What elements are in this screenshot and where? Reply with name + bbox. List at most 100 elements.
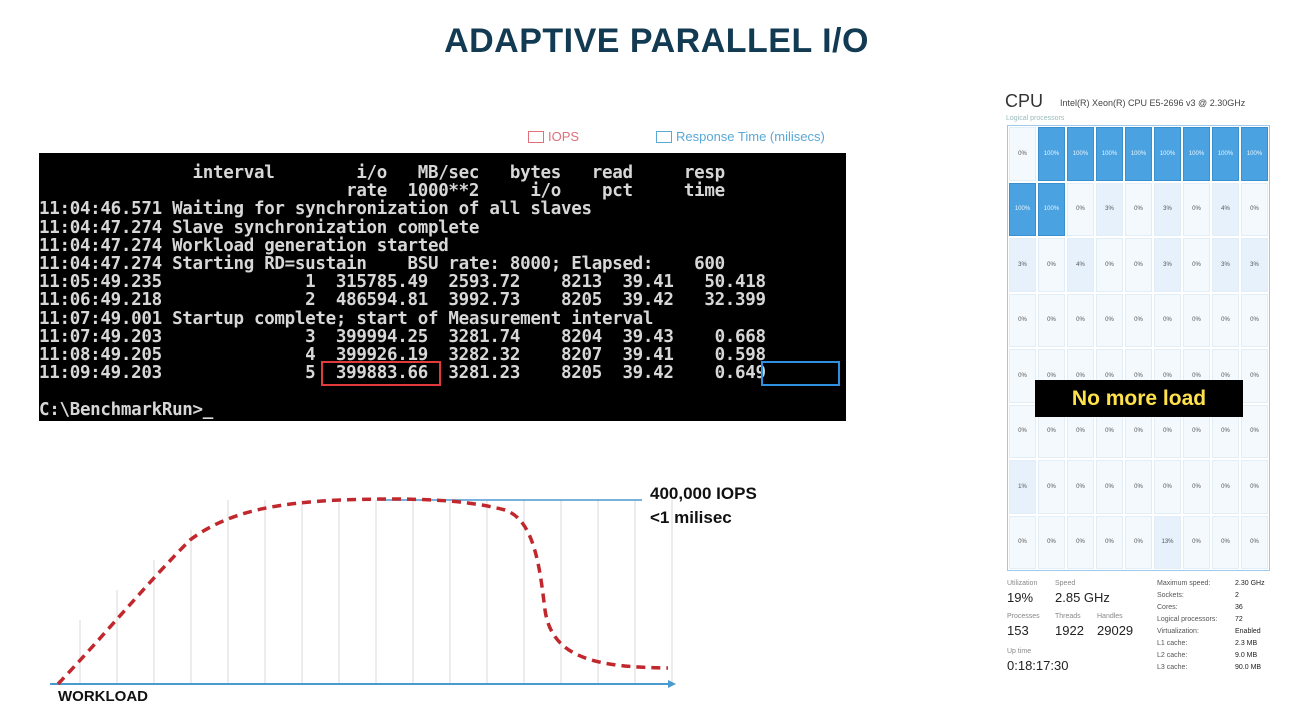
handles-value: 29029: [1097, 623, 1134, 638]
cpu-core-cell: 0%: [1096, 460, 1123, 514]
cpu-core-cell: 3%: [1154, 182, 1181, 236]
cpu-spec-value: Enabled: [1235, 628, 1261, 635]
processes-label: Processes: [1007, 613, 1040, 620]
cpu-core-cell: 100%: [1212, 127, 1239, 181]
cpu-spec-label: Virtualization:: [1157, 628, 1199, 635]
legend-response-time-swatch: [656, 130, 672, 143]
cpu-core-cell: 0%: [1038, 238, 1065, 292]
cpu-core-grid: 0% 100% 100% 100% 100% 100% 100% 100% 100% 100% 10…: [1007, 125, 1270, 571]
cpu-spec-value: 2: [1235, 592, 1239, 599]
cpu-stats: Utilization 19% Speed 2.85 GHz Processes…: [1005, 580, 1275, 680]
cpu-core-cell: 0%: [1241, 460, 1268, 514]
workload-graph: [50, 497, 676, 688]
cpu-core-cell: 0%: [1241, 182, 1268, 236]
page-title: ADAPTIVE PARALLEL I/O: [444, 22, 869, 60]
annotation-iops: 400,000 IOPS: [650, 484, 757, 503]
x-axis-label: WORKLOAD: [58, 688, 148, 705]
cpu-core-cell: 0%: [1241, 515, 1268, 569]
cpu-spec-label: Sockets:: [1157, 592, 1184, 599]
cpu-model: Intel(R) Xeon(R) CPU E5-2696 v3 @ 2.30GH…: [1060, 98, 1246, 108]
cpu-core-cell: 3%: [1212, 238, 1239, 292]
cpu-core-cell: 4%: [1067, 238, 1094, 292]
cpu-core-cell: 100%: [1038, 127, 1065, 181]
cpu-core-cell: 100%: [1009, 182, 1036, 236]
cpu-subtitle: Logical processors: [1006, 115, 1065, 122]
cpu-core-cell: 100%: [1096, 127, 1123, 181]
cpu-core-cell: 0%: [1009, 404, 1036, 458]
iops-highlight-box: [321, 361, 441, 386]
legend-iops-label: IOPS: [548, 129, 580, 144]
cpu-core-cell: 0%: [1125, 515, 1152, 569]
cpu-spec-value: 36: [1235, 604, 1243, 611]
cpu-spec-label: Logical processors:: [1157, 616, 1218, 623]
cpu-core-cell: 0%: [1241, 293, 1268, 347]
legend-iops: IOPS: [528, 129, 579, 144]
cpu-core-cell: 0%: [1125, 238, 1152, 292]
cpu-core-cell: 100%: [1183, 127, 1210, 181]
cpu-core-cell: 0%: [1038, 293, 1065, 347]
graph-gridlines: [79, 500, 673, 684]
cpu-core-cell: 100%: [1038, 182, 1065, 236]
cpu-core-cell: 0%: [1183, 460, 1210, 514]
cpu-core-cell: 0%: [1154, 460, 1181, 514]
x-axis-arrow: [668, 680, 676, 688]
console-window[interactable]: interval i/o MB/sec bytes read resp rate…: [39, 153, 846, 421]
cpu-core-cell: 3%: [1096, 182, 1123, 236]
cpu-core-cell: 13%: [1154, 515, 1181, 569]
cpu-core-cell: 4%: [1212, 182, 1239, 236]
cpu-spec-label: Cores:: [1157, 604, 1178, 611]
cpu-core-cell: 0%: [1009, 349, 1036, 403]
cpu-core-cell: 0%: [1067, 515, 1094, 569]
cpu-core-cell: 0%: [1241, 404, 1268, 458]
cpu-core-cell: 0%: [1212, 293, 1239, 347]
cpu-core-cell: 0%: [1212, 515, 1239, 569]
cpu-core-cell: 1%: [1009, 460, 1036, 514]
console-output: interval i/o MB/sec bytes read resp rate…: [39, 163, 766, 420]
load-curve: [56, 497, 669, 686]
cpu-spec-label: Maximum speed:: [1157, 580, 1211, 587]
legend-iops-swatch: [528, 130, 544, 143]
cpu-core-cell: 0%: [1096, 515, 1123, 569]
cpu-core-cell: 0%: [1009, 515, 1036, 569]
response-time-highlight-box: [761, 361, 840, 386]
cpu-core-cell: 100%: [1241, 127, 1268, 181]
cpu-spec-label: L1 cache:: [1157, 640, 1188, 647]
cpu-core-cell: 100%: [1154, 127, 1181, 181]
cpu-core-cell: 0%: [1183, 182, 1210, 236]
cpu-core-cell: 0%: [1125, 182, 1152, 236]
speed-label: Speed: [1055, 580, 1076, 587]
cpu-core-cell: 0%: [1241, 349, 1268, 403]
cpu-core-cell: 0%: [1183, 238, 1210, 292]
threads-label: Threads: [1055, 613, 1081, 620]
cpu-core-cell: 0%: [1009, 293, 1036, 347]
cpu-title: CPU: [1005, 91, 1044, 111]
cpu-core-cell: 100%: [1125, 127, 1152, 181]
uptime-value: 0:18:17:30: [1007, 658, 1069, 673]
cpu-core-cell: 0%: [1038, 460, 1065, 514]
cpu-spec-value: 2.30 GHz: [1235, 580, 1265, 587]
annotation-latency: <1 milisec: [650, 508, 732, 527]
cpu-core-cell: 0%: [1154, 293, 1181, 347]
threads-value: 1922: [1055, 623, 1084, 638]
cpu-core-cell: 0%: [1067, 182, 1094, 236]
cpu-core-cell: 0%: [1096, 293, 1123, 347]
cpu-core-cell: 3%: [1009, 238, 1036, 292]
cpu-core-cell: 0%: [1096, 238, 1123, 292]
cpu-core-cell: 0%: [1212, 460, 1239, 514]
cpu-core-cell: 3%: [1154, 238, 1181, 292]
cpu-spec-label: L2 cache:: [1157, 652, 1188, 659]
cpu-core-cell: 0%: [1009, 127, 1036, 181]
uptime-label: Up time: [1007, 648, 1032, 655]
cpu-core-cell: 0%: [1125, 293, 1152, 347]
cpu-spec-value: 72: [1235, 616, 1243, 623]
cpu-core-cell: 0%: [1038, 515, 1065, 569]
cpu-spec-value: 9.0 MB: [1235, 652, 1258, 659]
legend-response-time: Response Time (milisecs): [656, 129, 825, 144]
cpu-core-cell: 0%: [1183, 293, 1210, 347]
no-more-load-banner: No more load: [1035, 380, 1243, 417]
cpu-core-cell: 0%: [1067, 460, 1094, 514]
handles-label: Handles: [1097, 613, 1123, 620]
legend-response-time-label: Response Time (milisecs): [676, 129, 825, 144]
cpu-core-cell: 0%: [1067, 293, 1094, 347]
speed-value: 2.85 GHz: [1055, 590, 1110, 605]
